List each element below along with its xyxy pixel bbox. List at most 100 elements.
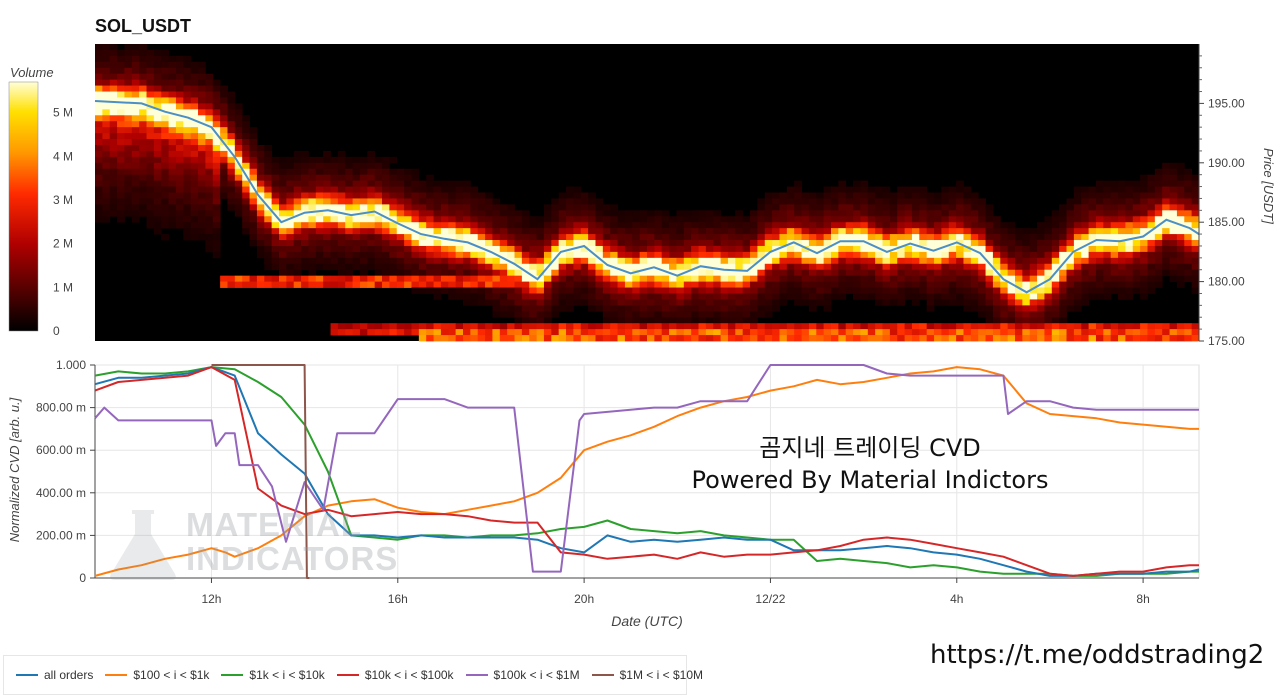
heatmap-cell bbox=[1184, 245, 1193, 253]
heatmap-cell bbox=[301, 275, 309, 282]
heatmap-cell bbox=[573, 299, 582, 306]
heatmap-cell bbox=[566, 299, 574, 306]
heatmap-cell bbox=[183, 85, 192, 92]
heatmap-cell bbox=[514, 240, 523, 247]
heatmap-cell bbox=[941, 269, 950, 277]
heatmap-cell bbox=[558, 293, 567, 300]
heatmap-cell bbox=[580, 216, 589, 223]
heatmap-cell bbox=[426, 174, 434, 182]
heatmap-cell bbox=[742, 245, 751, 253]
heatmap-cell bbox=[1140, 257, 1148, 265]
heatmap-cell bbox=[1044, 323, 1053, 330]
heatmap-cell bbox=[463, 245, 471, 253]
heatmap-cell bbox=[558, 335, 567, 342]
heatmap-cell bbox=[1081, 269, 1089, 277]
heatmap-cell bbox=[934, 204, 942, 211]
heatmap-cell bbox=[1081, 198, 1089, 205]
heatmap-cell bbox=[426, 216, 434, 223]
heatmap-cell bbox=[352, 234, 361, 241]
legend-item[interactable]: $100 < i < $1k bbox=[105, 668, 209, 682]
heatmap-cell bbox=[168, 186, 177, 193]
heatmap-cell bbox=[271, 168, 280, 176]
heatmap-cell bbox=[131, 55, 140, 63]
heatmap-cell bbox=[624, 293, 633, 300]
heatmap-cell bbox=[713, 257, 721, 265]
heatmap-cell bbox=[227, 186, 236, 193]
heatmap-cell bbox=[264, 162, 273, 170]
telegram-link[interactable]: https://t.me/oddstrading2 bbox=[930, 640, 1265, 670]
heatmap-cell bbox=[845, 263, 854, 271]
heatmap-cell bbox=[426, 180, 434, 187]
heatmap-cell bbox=[882, 281, 891, 288]
heatmap-cell bbox=[183, 222, 192, 229]
heatmap-cell bbox=[345, 162, 353, 170]
heatmap-cell bbox=[470, 263, 479, 271]
heatmap-cell bbox=[256, 150, 265, 158]
heatmap-cell bbox=[1044, 269, 1053, 277]
heatmap-cell bbox=[492, 275, 501, 282]
heatmap-cell bbox=[963, 299, 972, 306]
heatmap-cell bbox=[580, 245, 589, 253]
heatmap-cell bbox=[1176, 168, 1185, 176]
heatmap-cell bbox=[426, 281, 434, 288]
heatmap-cell bbox=[647, 293, 655, 300]
heatmap-cell bbox=[1118, 263, 1126, 271]
heatmap-cell bbox=[1103, 180, 1112, 187]
heatmap-cell bbox=[279, 245, 287, 253]
heatmap-cell bbox=[514, 299, 523, 306]
heatmap-cell bbox=[109, 174, 118, 182]
heatmap-cell bbox=[661, 245, 670, 253]
heatmap-cell bbox=[205, 228, 214, 235]
legend-item[interactable]: all orders bbox=[16, 668, 93, 682]
flask-logo-icon bbox=[110, 510, 176, 580]
heatmap-cell bbox=[948, 299, 957, 306]
heatmap-cell bbox=[595, 293, 604, 300]
heatmap-cell bbox=[440, 281, 449, 288]
heatmap-cell bbox=[934, 323, 942, 330]
heatmap-cell bbox=[735, 210, 744, 217]
heatmap-cell bbox=[1191, 257, 1200, 265]
heatmap-cell bbox=[669, 257, 677, 265]
heatmap-cell bbox=[580, 281, 589, 288]
heatmap-cell bbox=[455, 287, 464, 294]
heatmap-cell bbox=[624, 329, 633, 336]
cvd-x-tick-label: 16h bbox=[388, 592, 408, 606]
heatmap-cell bbox=[1140, 293, 1148, 300]
heatmap-cell bbox=[168, 162, 177, 170]
legend-item[interactable]: $1k < i < $10k bbox=[221, 668, 325, 682]
heatmap-cell bbox=[256, 144, 265, 152]
heatmap-cell bbox=[1015, 323, 1023, 330]
heatmap-cell bbox=[750, 335, 758, 342]
heatmap-cell bbox=[1007, 317, 1016, 324]
heatmap-cell bbox=[139, 198, 147, 205]
heatmap-cell bbox=[330, 222, 339, 229]
heatmap-cell bbox=[926, 240, 935, 247]
heatmap-cell bbox=[205, 162, 214, 170]
watermark-line-1: 곰지네 트레이딩 CVD bbox=[759, 434, 981, 462]
heatmap-cell bbox=[455, 186, 464, 193]
heatmap-cell bbox=[1051, 216, 1060, 223]
heatmap-cell bbox=[521, 245, 530, 253]
heatmap-cell bbox=[573, 257, 582, 265]
heatmap-cell bbox=[345, 281, 353, 288]
heatmap-cell bbox=[595, 299, 604, 306]
heatmap-cell bbox=[470, 269, 479, 277]
heatmap-cell bbox=[293, 234, 302, 241]
heatmap-cell bbox=[1132, 263, 1141, 271]
heatmap-cell bbox=[161, 115, 169, 122]
heatmap-cell bbox=[1191, 275, 1200, 282]
heatmap-cell bbox=[124, 61, 133, 69]
heatmap-cell bbox=[205, 240, 214, 247]
price-tick-label: 185.00 bbox=[1208, 215, 1245, 229]
legend-item[interactable]: $10k < i < $100k bbox=[336, 668, 454, 682]
heatmap-cell bbox=[963, 323, 972, 330]
legend-item[interactable]: $100k < i < $1M bbox=[465, 668, 580, 682]
heatmap-cell bbox=[963, 210, 972, 217]
heatmap-cell bbox=[1015, 251, 1023, 259]
legend-item[interactable]: $1M < i < $10M bbox=[591, 668, 703, 682]
heatmap-cell bbox=[985, 245, 994, 253]
heatmap-cell bbox=[831, 245, 839, 253]
heatmap-cell bbox=[198, 73, 206, 81]
heatmap-cell bbox=[985, 204, 994, 211]
heatmap-cell bbox=[632, 240, 641, 247]
